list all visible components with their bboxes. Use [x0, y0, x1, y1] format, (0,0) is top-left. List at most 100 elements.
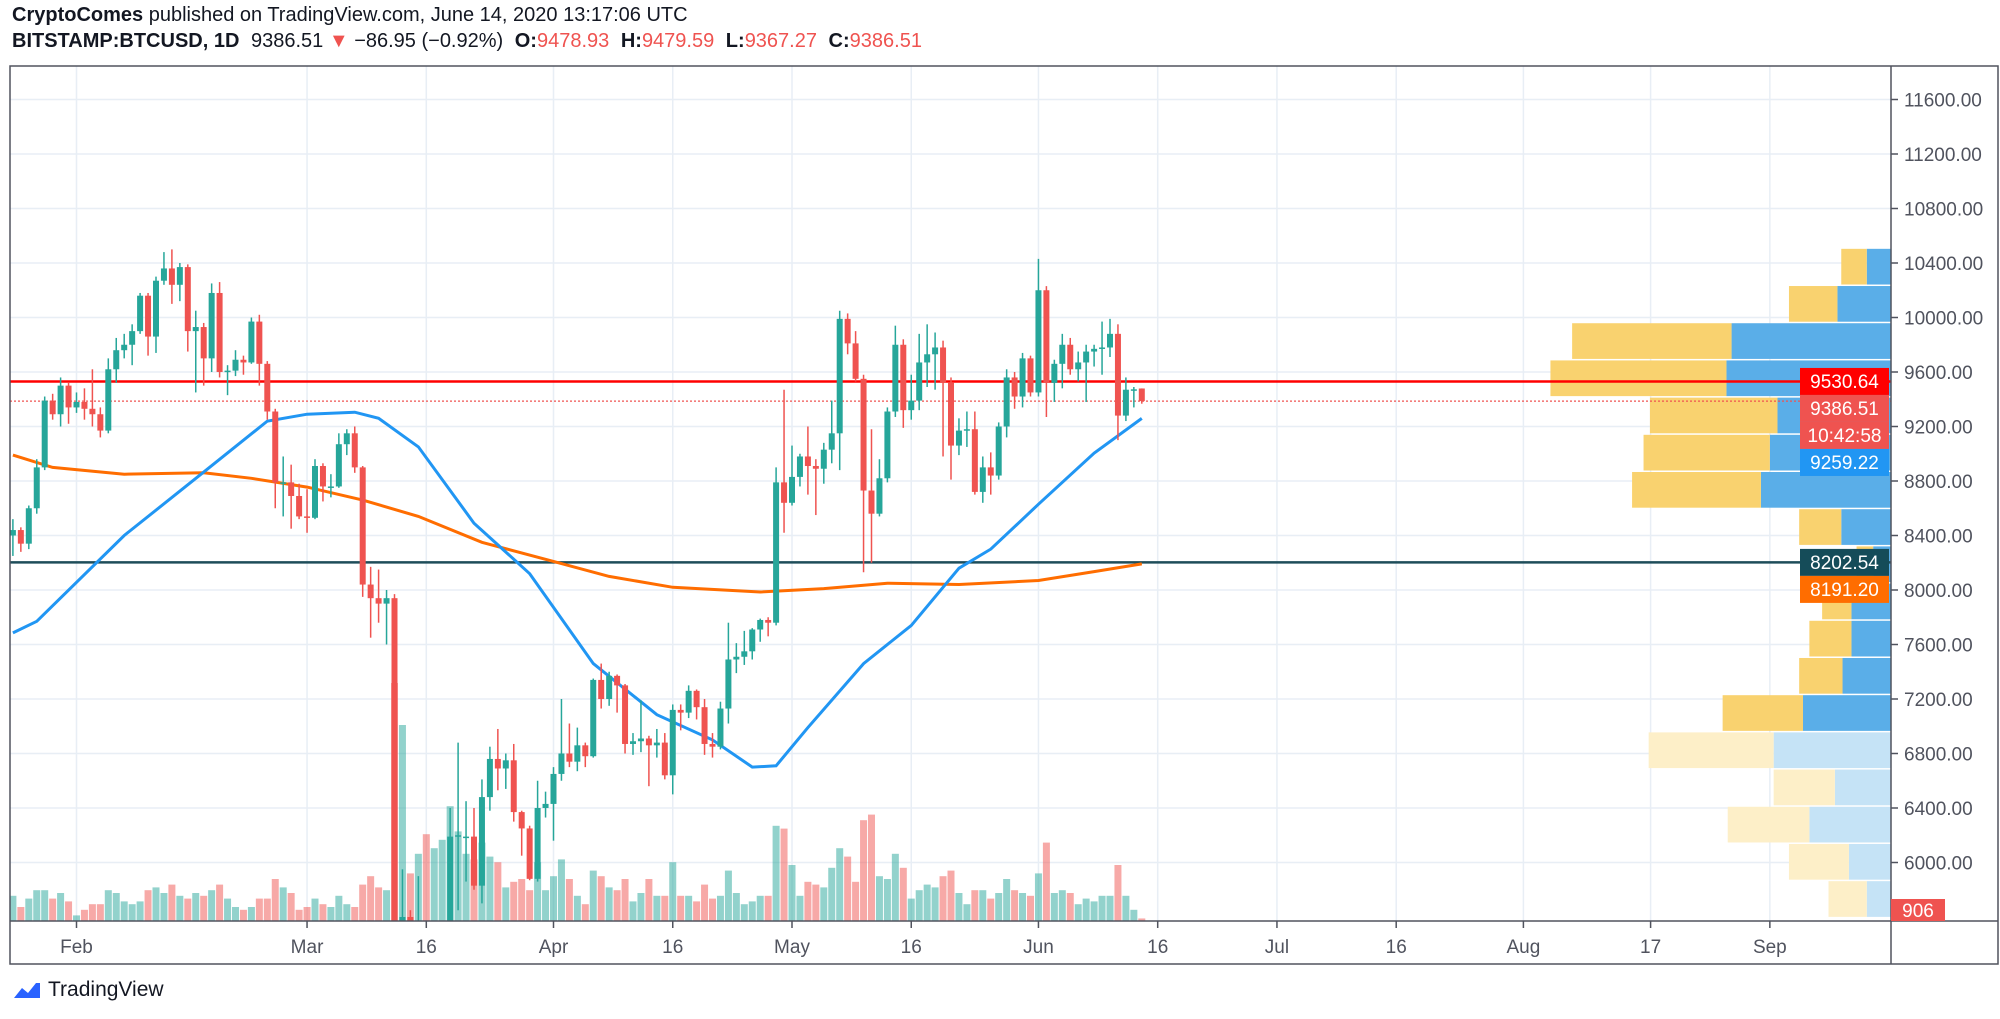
candle [749, 629, 756, 652]
volume-bar [732, 893, 740, 921]
symbol-name: BITSTAMP:BTCUSD, 1D [12, 30, 240, 52]
candle [701, 707, 708, 744]
volume-profile-up [1851, 620, 1891, 657]
candle [256, 321, 263, 364]
candle [979, 467, 986, 492]
volume-profile-up [1760, 472, 1891, 508]
candle [89, 408, 96, 415]
candle [57, 385, 64, 415]
volume-bar [49, 898, 57, 921]
candle [105, 369, 112, 431]
candle [876, 478, 883, 514]
candle [73, 401, 80, 408]
candle [248, 321, 255, 363]
candle [884, 411, 891, 479]
volume-bar [33, 890, 41, 921]
price-tick-label: 10000.00 [1904, 309, 1983, 330]
volume-bar [216, 884, 224, 921]
price-axis[interactable]: 11600.00 11200.00 10800.00 10400.00 10000.00… [1891, 91, 1983, 875]
candle [598, 679, 605, 699]
volume-bar [367, 876, 375, 921]
tradingview-logo[interactable]: TradingView [12, 978, 164, 1002]
candle [486, 758, 493, 798]
time-tick-label: 16 [1147, 937, 1168, 958]
time-tick-label: Feb [60, 937, 93, 958]
price-label-text: 9386.51 [1810, 399, 1879, 420]
volume-profile-down [1773, 769, 1835, 806]
candle [192, 327, 199, 332]
candle [391, 598, 398, 921]
candle [1019, 358, 1026, 397]
time-tick-label: Mar [291, 937, 324, 958]
candle [224, 370, 231, 373]
candle [97, 414, 104, 431]
candle [312, 466, 318, 518]
volume-bar [724, 870, 732, 921]
volume-bar [613, 890, 621, 921]
candle [661, 742, 668, 776]
time-tick-label: 16 [901, 937, 922, 958]
time-tick-label: 16 [662, 937, 683, 958]
volume-bar [168, 884, 176, 921]
candle [574, 745, 581, 762]
volume-bar [971, 890, 979, 921]
volume-profile-up [1837, 286, 1891, 322]
candle [892, 344, 899, 412]
candle [836, 318, 843, 434]
volume-bar [963, 904, 971, 921]
candle [932, 347, 939, 355]
candle [828, 433, 835, 450]
candle [1011, 377, 1018, 397]
volume-bar [120, 901, 128, 921]
candle [502, 760, 509, 769]
triangle-down-icon: ▼ [328, 30, 349, 52]
volume-bar [438, 839, 446, 921]
candle [693, 690, 700, 708]
candle [113, 350, 120, 370]
volume-bar [239, 909, 247, 921]
candle [447, 836, 454, 921]
volume-profile-down [1648, 732, 1774, 769]
candle [518, 812, 525, 829]
volume-bar [788, 865, 796, 921]
candle [948, 382, 954, 446]
candle [1122, 389, 1129, 416]
volume-bar [1058, 890, 1066, 921]
volume-bar [923, 884, 931, 921]
volume-bar [820, 887, 828, 921]
chart-frame [9, 65, 1999, 965]
last-price: 9386.51 [250, 30, 324, 52]
volume-profile-down [1799, 657, 1843, 694]
volume-bar [319, 904, 327, 921]
volume-profile-up [1841, 509, 1891, 545]
published-text: published on TradingView.com, June 14, 2… [148, 4, 688, 26]
volume-bar [200, 895, 208, 921]
price-tick-label: 7600.00 [1904, 636, 1973, 657]
volume-bar [557, 859, 565, 921]
candle [733, 656, 740, 660]
author-name[interactable]: CryptoComes [12, 4, 144, 26]
volume-profile-up [1809, 806, 1891, 843]
price-tick-label: 8400.00 [1904, 527, 1973, 548]
candle [327, 486, 334, 488]
volume-bar [462, 853, 470, 921]
volume-bar [716, 895, 724, 921]
volume-bar [184, 898, 192, 921]
candle [81, 401, 88, 409]
candle [566, 753, 573, 762]
time-tick-label: Jul [1265, 937, 1289, 958]
volume-bar [852, 881, 860, 921]
candle [176, 267, 183, 285]
time-axis[interactable]: Feb Mar 16 Apr 16 May 16 Jun 16 Jul 16 Aug 17 Sep [60, 921, 1787, 958]
candle [351, 433, 358, 468]
volume-bar [669, 862, 677, 921]
candles [10, 249, 1145, 921]
candle [526, 828, 533, 879]
volume-bar [621, 879, 629, 921]
price-label-text: 9259.22 [1810, 453, 1879, 474]
volume-bar [1042, 842, 1050, 921]
volume-bar [597, 876, 605, 921]
candle [685, 690, 692, 713]
candle [614, 675, 621, 686]
